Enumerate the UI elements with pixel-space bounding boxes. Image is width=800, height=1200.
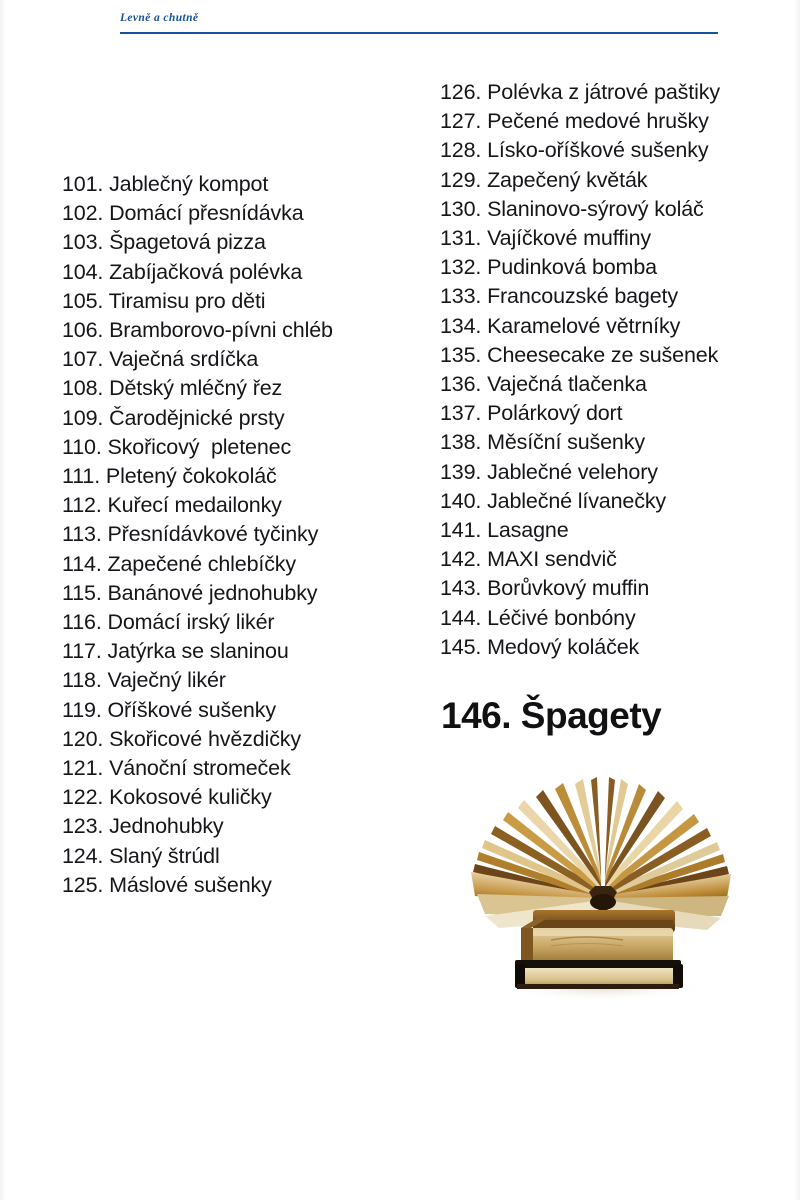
list-item: 106. Bramborovo-pívni chléb	[62, 318, 333, 343]
list-item: 115. Banánové jednohubky	[62, 580, 318, 605]
recipe-list-left-column: 101. Jablečný kompot 102. Domácí přesníd…	[62, 170, 412, 900]
list-item: 122. Kokosové kuličky	[62, 785, 272, 810]
list-item: 145. Medový koláček	[440, 634, 640, 659]
list-item: 110. Skořicový pletenec	[62, 434, 292, 459]
list-item: 103. Špagetová pizza	[62, 230, 266, 255]
list-item: 109. Čarodějnické prsty	[62, 405, 285, 430]
list-item: 114. Zapečené chlebíčky	[62, 551, 296, 576]
list-item: 125. Máslové sušenky	[62, 872, 272, 897]
list-item: 140. Jablečné lívanečky	[440, 488, 667, 513]
list-item: 113. Přesnídávkové tyčinky	[62, 522, 319, 547]
list-item: 133. Francouzské bagety	[440, 284, 678, 309]
list-item: 117. Jatýrka se slaninou	[62, 639, 289, 664]
section-heading: 146. Špagety	[441, 695, 662, 736]
list-item: 143. Borůvkový muffin	[440, 576, 650, 601]
page-edge-right	[794, 0, 800, 1200]
stacked-book-top	[533, 910, 675, 932]
list-item: 135. Cheesecake ze sušenek	[440, 342, 719, 367]
list-item: 128. Lísko-oříškové sušenky	[440, 138, 709, 163]
list-item: 104. Zabíjačková polévka	[62, 259, 303, 284]
list-item: 131. Vajíčkové muffiny	[440, 226, 652, 251]
list-item: 129. Zapečený květák	[440, 167, 648, 192]
list-item: 121. Vánoční stromeček	[62, 756, 291, 781]
list-item: 105. Tiramisu pro děti	[62, 288, 266, 313]
list-item: 141. Lasagne	[440, 518, 569, 543]
list-item: 116. Domácí irský likér	[62, 610, 275, 635]
list-item: 107. Vaječná srdíčka	[62, 347, 259, 372]
running-header: Levně a chutně	[120, 12, 720, 34]
list-item: 127. Pečené medové hrušky	[440, 109, 709, 134]
list-item: 136. Vaječná tlačenka	[440, 372, 647, 397]
list-item: 130. Slaninovo-sýrový koláč	[440, 196, 704, 221]
page-fan-left	[471, 777, 601, 908]
open-book-photo	[455, 768, 745, 1006]
stacked-book-bottom	[515, 960, 683, 989]
list-item: 120. Skořicové hvězdičky	[62, 726, 301, 751]
list-item: 138. Měsíční sušenky	[440, 430, 645, 455]
recipe-list-right-column: 126. Polévka z játrové paštiky 127. Peče…	[440, 78, 780, 662]
list-item: 142. MAXI sendvič	[440, 547, 617, 572]
list-item: 123. Jednohubky	[62, 814, 224, 839]
page-edge-left	[0, 0, 6, 1200]
list-item: 139. Jablečné velehory	[440, 459, 658, 484]
list-item: 126. Polévka z játrové paštiky	[440, 80, 720, 104]
list-item: 102. Domácí přesnídávka	[62, 201, 304, 226]
list-item: 108. Dětský mléčný řez	[62, 376, 283, 401]
page-fan-right	[605, 777, 731, 908]
list-item: 132. Pudinková bomba	[440, 255, 657, 280]
list-item: 119. Oříškové sušenky	[62, 697, 276, 722]
stacked-book-middle	[521, 916, 673, 964]
list-item: 134. Karamelové větrníky	[440, 313, 681, 338]
list-item: 111. Pletený čokokoláč	[62, 464, 277, 489]
list-item: 137. Polárkový dort	[440, 401, 623, 426]
header-title: Levně a chutně	[120, 12, 199, 24]
list-item: 144. Léčivé bonbóny	[440, 605, 636, 630]
list-item: 118. Vaječný likér	[62, 668, 226, 693]
header-divider-rule	[120, 32, 718, 34]
list-item: 124. Slaný štrúdl	[62, 843, 220, 868]
list-item: 101. Jablečný kompot	[62, 172, 269, 196]
list-item: 112. Kuřecí medailonky	[62, 493, 282, 518]
